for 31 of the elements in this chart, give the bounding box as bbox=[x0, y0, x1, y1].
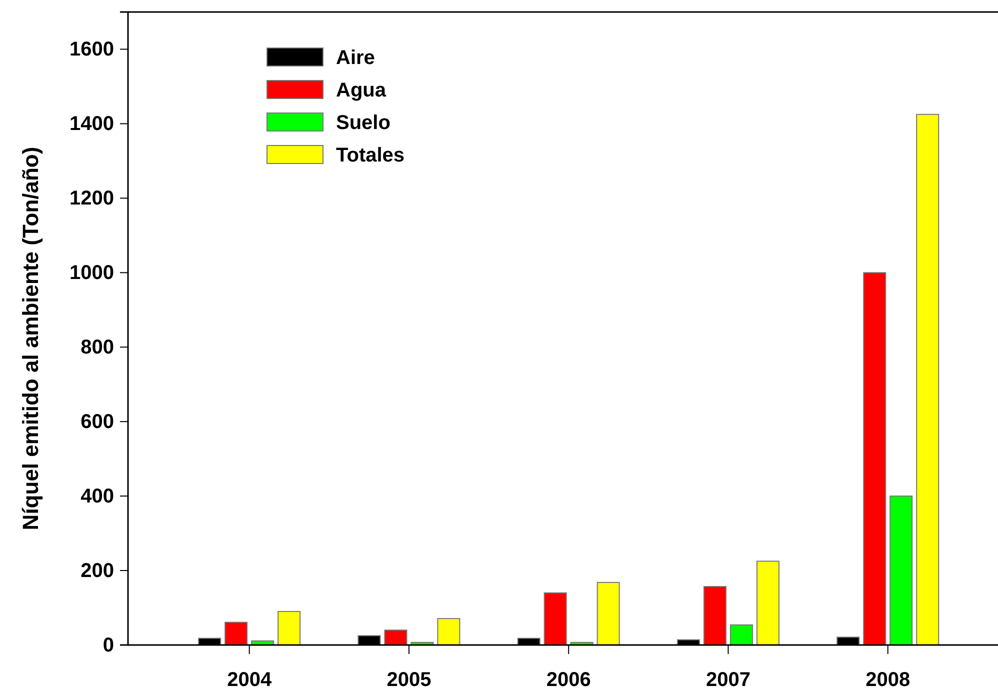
bar bbox=[756, 560, 780, 646]
bar bbox=[703, 586, 726, 646]
bar bbox=[863, 272, 886, 646]
bar bbox=[916, 114, 940, 646]
bar bbox=[437, 618, 460, 646]
legend-label: Aire bbox=[336, 47, 375, 69]
y-tick-label: 1600 bbox=[70, 38, 114, 61]
x-tick-label: 2008 bbox=[866, 669, 910, 692]
bar bbox=[596, 582, 620, 646]
y-tick-label: 0 bbox=[102, 634, 114, 656]
y-tick-label: 1200 bbox=[70, 188, 114, 210]
legend-label: Agua bbox=[336, 80, 387, 102]
bar bbox=[224, 622, 248, 646]
x-tick-label: 2004 bbox=[227, 669, 272, 692]
x-tick-label: 2005 bbox=[386, 669, 432, 692]
x-tick-label: 2006 bbox=[546, 669, 591, 692]
y-tick-label: 400 bbox=[80, 485, 114, 508]
bar bbox=[278, 610, 301, 646]
x-tick-label: 2007 bbox=[706, 669, 750, 692]
y-tick-label: 600 bbox=[80, 410, 114, 433]
legend-label: Totales bbox=[336, 144, 405, 166]
y-tick-label: 1000 bbox=[70, 262, 114, 284]
legend-label: Suelo bbox=[336, 112, 390, 134]
bar bbox=[384, 630, 408, 646]
y-tick-label: 800 bbox=[80, 336, 114, 359]
y-tick-label: 1400 bbox=[70, 113, 114, 136]
bar bbox=[544, 592, 567, 646]
bar bbox=[890, 496, 913, 646]
bar bbox=[730, 624, 753, 646]
y-axis-title: Níquel emitido al ambiente (Ton/año) bbox=[18, 146, 43, 530]
y-tick-label: 200 bbox=[80, 560, 114, 582]
